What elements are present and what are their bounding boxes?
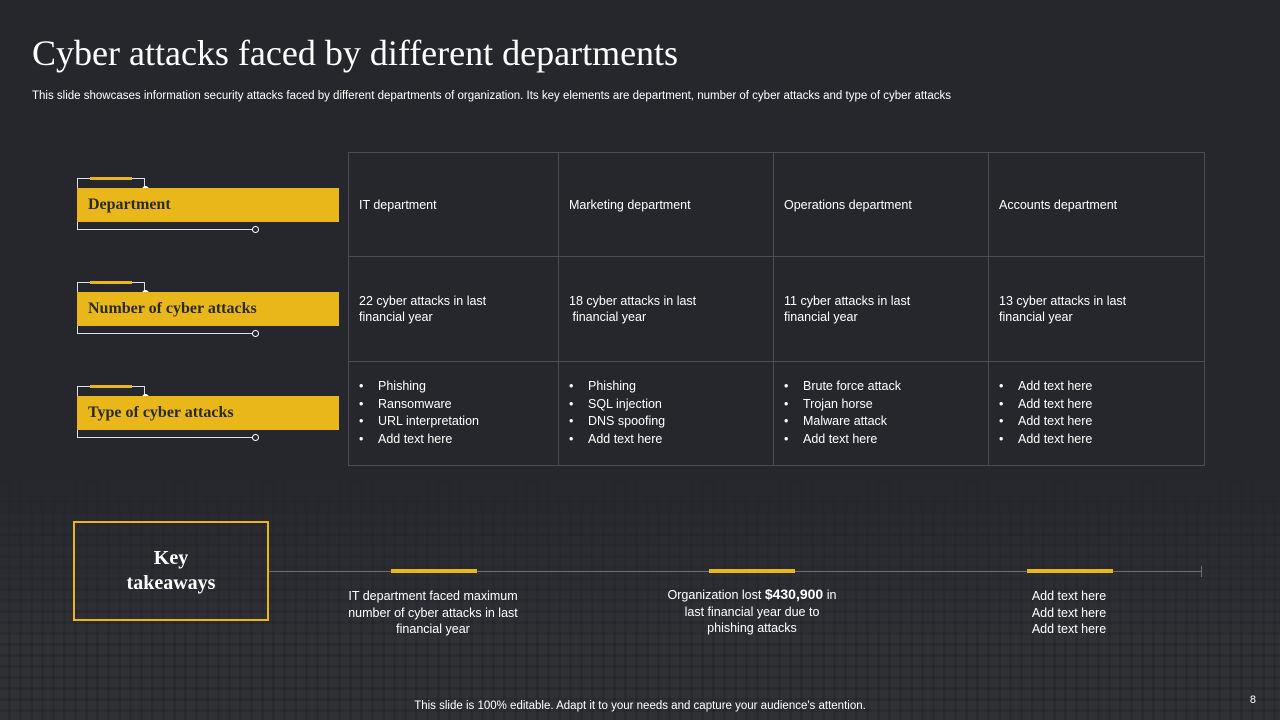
cell-count: 11 cyber attacks in last financial year [773, 256, 989, 362]
takeaway-text: Organization lost [667, 588, 765, 602]
cell-types: Phishing Ransomware URL interpretation A… [348, 360, 559, 467]
cell-types: Phishing SQL injection DNS spoofing Add … [558, 360, 774, 467]
list-item: Add text here [999, 413, 1194, 431]
takeaway-3: Add text here Add text here Add text her… [969, 588, 1169, 638]
bracket-top-type [77, 385, 149, 401]
takeaway-text: in [823, 588, 837, 602]
count-line: 13 cyber attacks in last [999, 293, 1127, 308]
takeaway-line: Add text here [1031, 589, 1107, 603]
list-item: Add text here [999, 396, 1194, 414]
footer-note: This slide is 100% editable. Adapt it to… [414, 700, 866, 712]
page-subtitle: This slide showcases information securit… [32, 90, 951, 102]
count-line: financial year [569, 309, 647, 324]
takeaway-line: number of cyber attacks in last [348, 605, 518, 620]
key-takeaways-label: takeaways [126, 572, 216, 594]
takeaway-line: phishing attacks [707, 621, 797, 635]
takeaway-line: Organization lost $430,900 in [652, 586, 852, 604]
takeaway-line: financial year [396, 622, 470, 636]
cell-department: Operations department [773, 151, 989, 258]
key-takeaways-label: Key [153, 547, 189, 569]
timeline-marker [391, 569, 477, 573]
list-item: Ransomware [359, 396, 548, 414]
departments-table: IT department Marketing department Opera… [348, 151, 1205, 467]
list-item: Trojan horse [784, 396, 978, 414]
cell-count: 18 cyber attacks in last financial year [558, 256, 774, 362]
takeaway-2: Organization lost $430,900 in last finan… [652, 586, 852, 637]
bracket-top-department [77, 177, 149, 193]
loss-amount: $430,900 [764, 586, 824, 602]
cell-department: IT department [348, 151, 559, 258]
cell-types: Brute force attack Trojan horse Malware … [773, 360, 989, 467]
cell-count: 22 cyber attacks in last financial year [348, 256, 559, 362]
count-line: 18 cyber attacks in last [569, 293, 697, 308]
timeline-marker [1027, 569, 1113, 573]
row-label-department: Department [77, 188, 339, 222]
count-line: financial year [359, 309, 433, 324]
table-row-departments: IT department Marketing department Opera… [348, 151, 1205, 258]
cell-count: 13 cyber attacks in last financial year [988, 256, 1205, 362]
page-number: 8 [1249, 694, 1256, 706]
takeaway-line: IT department faced maximum [348, 589, 518, 603]
row-label-type-of-attacks: Type of cyber attacks [77, 396, 339, 430]
list-item: Add text here [999, 431, 1194, 449]
table-row-types: Phishing Ransomware URL interpretation A… [348, 360, 1205, 467]
list-item: URL interpretation [359, 413, 548, 431]
list-item: Add text here [569, 431, 763, 449]
count-line: 11 cyber attacks in last [784, 293, 911, 308]
cell-department: Accounts department [988, 151, 1205, 258]
list-item: Add text here [999, 378, 1194, 396]
bracket-bottom-type [77, 430, 259, 441]
count-line: financial year [999, 309, 1073, 324]
row-label-number-of-attacks: Number of cyber attacks [77, 292, 339, 326]
count-line: financial year [784, 309, 858, 324]
takeaway-line: Add text here [1031, 622, 1107, 636]
bracket-bottom-department [77, 222, 259, 233]
list-item: Phishing [569, 378, 763, 396]
cell-types: Add text here Add text here Add text her… [988, 360, 1205, 467]
bracket-bottom-number [77, 326, 259, 337]
list-item: Add text here [359, 431, 548, 449]
takeaway-line: last financial year due to [684, 604, 820, 619]
page-title: Cyber attacks faced by different departm… [32, 33, 679, 73]
table-row-counts: 22 cyber attacks in last financial year 1… [348, 256, 1205, 362]
takeaway-1: IT department faced maximum number of cy… [333, 588, 533, 638]
list-item: SQL injection [569, 396, 763, 414]
bracket-top-number [77, 281, 149, 297]
list-item: Add text here [784, 431, 978, 449]
key-takeaways-box: Key takeaways [73, 521, 269, 621]
timeline-marker [709, 569, 795, 573]
count-line: 22 cyber attacks in last [359, 293, 487, 308]
list-item: Malware attack [784, 413, 978, 431]
list-item: Phishing [359, 378, 548, 396]
list-item: Brute force attack [784, 378, 978, 396]
takeaway-line: Add text here [1031, 605, 1107, 620]
cell-department: Marketing department [558, 151, 774, 258]
list-item: DNS spoofing [569, 413, 763, 431]
